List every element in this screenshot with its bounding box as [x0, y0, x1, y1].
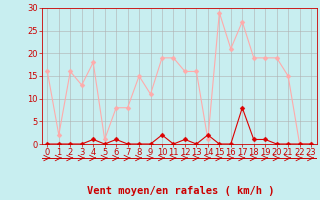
Text: Vent moyen/en rafales ( km/h ): Vent moyen/en rafales ( km/h ) — [87, 186, 275, 196]
